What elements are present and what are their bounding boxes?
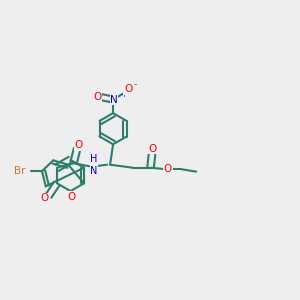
Text: +: +	[120, 90, 127, 99]
Text: -: -	[133, 80, 136, 89]
Text: O: O	[41, 193, 49, 203]
Text: O: O	[74, 140, 83, 150]
Text: O: O	[124, 84, 132, 94]
Text: O: O	[164, 164, 172, 174]
Text: N: N	[110, 94, 118, 105]
Text: Br: Br	[14, 166, 26, 176]
Text: H
N: H N	[90, 154, 98, 176]
Text: O: O	[68, 191, 76, 202]
Text: O: O	[148, 144, 156, 154]
Text: O: O	[93, 92, 102, 102]
